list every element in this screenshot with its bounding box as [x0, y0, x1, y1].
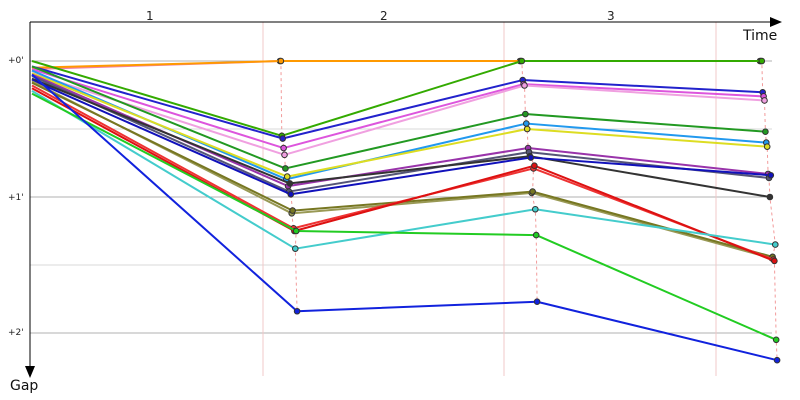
series-point-12-2 — [527, 154, 535, 161]
series-line-5 — [31, 72, 765, 156]
series-line-12 — [31, 79, 771, 196]
series-point-17-2 — [532, 205, 539, 213]
series-point-6-1 — [282, 165, 289, 172]
lap-label-1: 1 — [146, 9, 154, 23]
y-tick-label-0: +0' — [8, 56, 24, 66]
lap-dividers — [262, 22, 717, 376]
series-point-4-1 — [280, 144, 287, 152]
series-point-2-2 — [518, 57, 526, 65]
series-line-4 — [31, 68, 764, 150]
lap-label-3: 3 — [607, 9, 615, 23]
series-point-11-1 — [286, 180, 294, 187]
series-line-18 — [31, 92, 777, 341]
series-point-16-3 — [771, 257, 778, 265]
series-line-14 — [31, 81, 773, 258]
series-point-18-2 — [532, 231, 540, 239]
series-line-11 — [31, 77, 771, 198]
y-axis-arrow — [25, 366, 35, 378]
lap-trace-3 — [760, 60, 778, 361]
axes: Time Gap +0' +1' +2' 1 2 3 — [8, 9, 782, 394]
series-point-6-3 — [762, 128, 769, 136]
series-point-5-1 — [281, 151, 288, 159]
series-point-8-1 — [283, 173, 291, 180]
series-point-5-2 — [521, 82, 528, 89]
series-point-12-3 — [767, 171, 775, 179]
series-point-2-3 — [758, 57, 766, 65]
y-axis-label: Gap — [10, 378, 38, 394]
series-point-18-3 — [772, 336, 780, 344]
series-point-8-3 — [763, 143, 771, 150]
y-tick-label-1: +1' — [8, 193, 24, 203]
series-line-2 — [31, 60, 762, 137]
series-line-8 — [31, 72, 768, 178]
series-point-18-1 — [292, 227, 300, 235]
series-line-16 — [31, 87, 775, 262]
series-line-17 — [31, 90, 776, 250]
series-point-14-1 — [289, 207, 296, 214]
series-point-12-1 — [287, 190, 295, 198]
series-point-8-2 — [523, 125, 531, 133]
y-tick-label-2: +2' — [8, 328, 24, 338]
series-point-19-1 — [293, 307, 301, 315]
grid — [30, 60, 772, 334]
series-point-19-3 — [773, 356, 781, 364]
series-group — [31, 57, 781, 364]
series-line-19 — [31, 73, 778, 362]
series-point-11-3 — [766, 193, 774, 201]
series-line-3 — [31, 65, 763, 140]
series-line-10 — [31, 75, 770, 193]
series-point-1-1 — [277, 57, 285, 65]
series-point-3-1 — [279, 135, 287, 142]
series-line-6 — [31, 65, 766, 170]
series-point-19-2 — [533, 298, 541, 306]
series-point-16-2 — [531, 162, 538, 170]
series-point-14-2 — [529, 188, 536, 195]
series-point-7-2 — [523, 120, 530, 127]
lap-label-2: 2 — [380, 9, 388, 23]
series-point-6-2 — [522, 110, 529, 118]
series-point-17-1 — [292, 245, 299, 252]
series-line-1 — [31, 60, 761, 69]
series-point-5-3 — [761, 97, 768, 104]
series-point-17-3 — [772, 241, 779, 248]
x-axis-arrow — [770, 17, 782, 27]
x-axis-label: Time — [742, 28, 777, 44]
lap-trace-2 — [520, 60, 538, 302]
